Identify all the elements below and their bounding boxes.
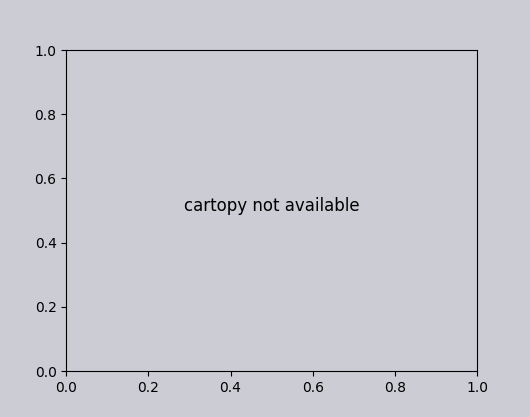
Text: cartopy not available: cartopy not available [184,196,359,215]
